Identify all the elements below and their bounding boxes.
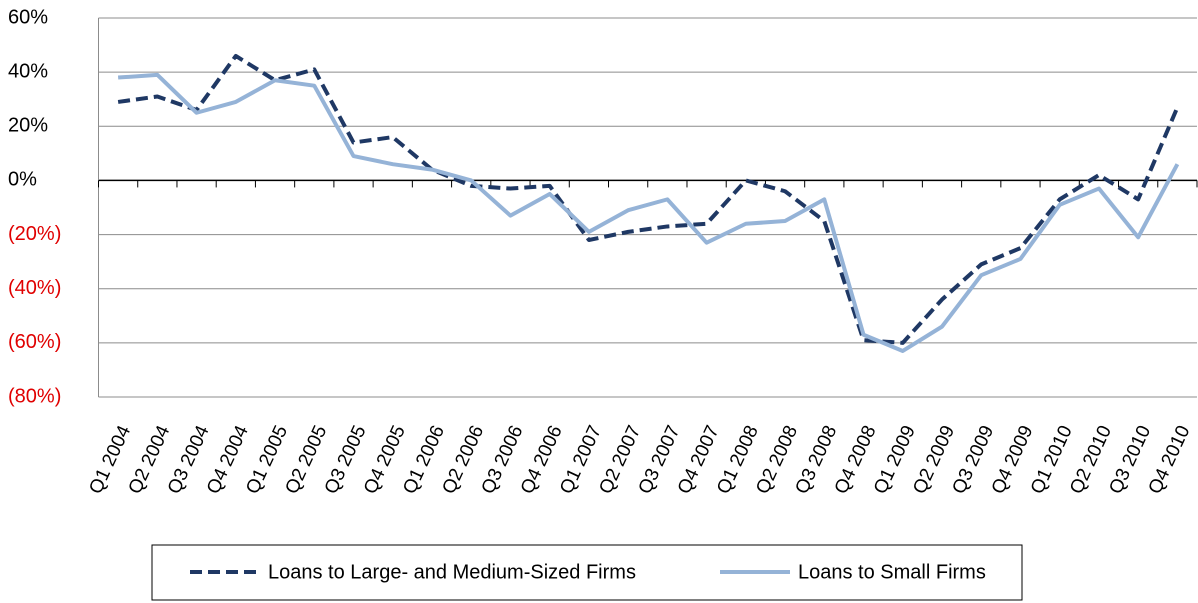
legend-box xyxy=(151,544,1023,601)
series-line xyxy=(117,72,1180,353)
y-tick-label: 0% xyxy=(8,169,37,191)
y-tick-label: (60%) xyxy=(8,331,61,353)
y-tick-label: 40% xyxy=(8,60,48,82)
legend-label: Loans to Small Firms xyxy=(798,561,986,583)
y-tick-label: (80%) xyxy=(8,385,61,407)
y-tick-label: (20%) xyxy=(8,223,61,245)
y-tick-label: 60% xyxy=(8,6,48,28)
series-line xyxy=(117,53,1180,345)
y-tick-label: (40%) xyxy=(8,277,61,299)
legend-label: Loans to Large- and Medium-Sized Firms xyxy=(268,561,636,583)
y-tick-label: 20% xyxy=(8,115,48,137)
